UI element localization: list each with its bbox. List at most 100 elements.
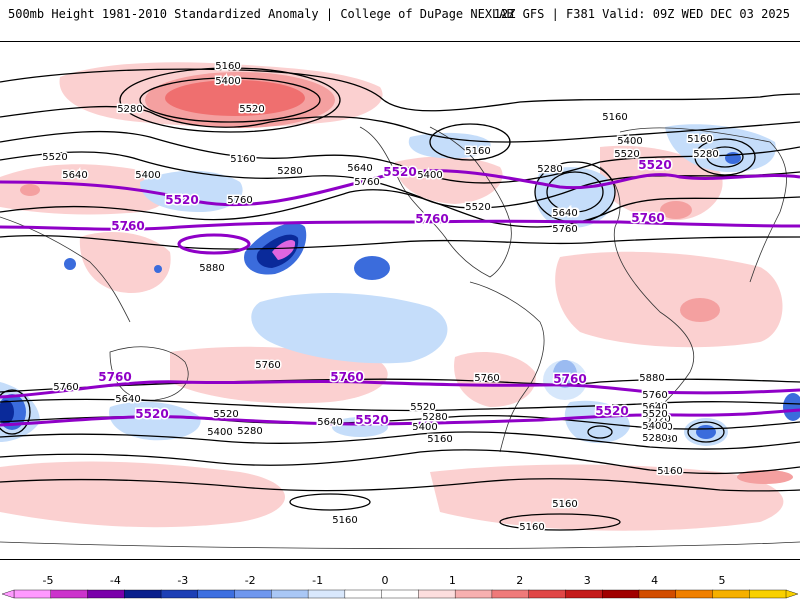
contour-label: 5160 [332, 515, 357, 526]
colorbar-segment [307, 589, 346, 599]
contour-5520-north [0, 151, 800, 209]
anomaly-neg3-southern-ocean-west [0, 400, 14, 424]
contour-label: 5400 [135, 170, 160, 181]
colorbar-segment [749, 589, 787, 599]
contour-5880-north [0, 235, 800, 250]
contour-label: 5520 [239, 104, 264, 115]
colorbar-segment [638, 589, 677, 599]
purple-contour-label: 5520 [165, 193, 198, 207]
colorbar-segment [50, 589, 89, 599]
anomaly-neg2-east-asia-small [154, 265, 162, 273]
contour-5160-north [0, 68, 800, 112]
contour-label: 5280 [422, 412, 447, 423]
contour-label: 5160 [465, 146, 490, 157]
purple-contour-label: 5520 [383, 165, 416, 179]
anomaly-neg1-siberia [665, 124, 776, 172]
colorbar-segment [418, 589, 456, 599]
contour-label: 5880 [199, 263, 224, 274]
purple-contour-5520-south [0, 408, 800, 427]
contour-label: 5880 [639, 372, 664, 383]
contour-label: 5160 [519, 522, 544, 533]
colorbar-segment [675, 589, 714, 599]
contour-label: 5400 [412, 422, 437, 433]
colorbar-segment [565, 589, 603, 599]
purple-contour-label: 5520 [638, 158, 671, 172]
contour-5400-low-north-atlantic [546, 171, 604, 213]
colorbar-segment [160, 589, 199, 599]
colorbar-svg: -5 -4 -3 -2 -1 0 1 2 3 4 5 [1, 574, 799, 599]
contour-5400-low-north-america [429, 123, 511, 161]
contour-label: 5760 [474, 373, 499, 384]
contour-label: 5760 [552, 224, 577, 235]
anomaly-pos1-west-siberia [0, 164, 170, 215]
contour-label: 5520 [465, 202, 490, 213]
contour-label: 5520 [410, 402, 435, 413]
colorbar-label: -3 [177, 574, 188, 587]
contour-label: 5280 [277, 166, 302, 177]
purple-contour-5880-north-pacific [177, 233, 251, 255]
colorbar-label: 0 [382, 574, 389, 587]
contour-5160-low-siberia [706, 146, 744, 168]
contour-label: 5520 [213, 409, 238, 420]
contour-label: 5160 [552, 499, 577, 510]
contour-5640-south [0, 398, 800, 412]
anomaly-pos1-europe [600, 145, 723, 221]
anomaly-pos2-europe [660, 201, 692, 219]
anomaly-neg2-southern-ocean-east [696, 425, 716, 439]
contour-5280-low-siberia [694, 138, 756, 176]
contour-5520-closed-southern-ocean [0, 389, 31, 435]
colorbar-segment [234, 589, 273, 599]
colorbar-label: -4 [110, 574, 121, 587]
anomaly-neg1-south-atlantic [543, 360, 587, 400]
colorbar-segment [528, 589, 567, 599]
colorbar-segment [454, 589, 493, 599]
colorbar-segment [271, 589, 309, 599]
colorbar-segment [712, 589, 750, 599]
purple-contour-5520-north [0, 169, 800, 207]
contour-label: 5160 [602, 112, 627, 123]
colorbar-label: 2 [516, 574, 523, 587]
contour-label: 5760 [642, 390, 667, 401]
contour-label: 5160 [657, 466, 682, 477]
purple-contour-5760-south [0, 379, 800, 399]
contour-label: 5880 [639, 374, 664, 385]
colorbar-label: -5 [43, 574, 54, 587]
contour-label: 5400 [207, 427, 232, 438]
colorbar-segment [491, 589, 530, 599]
anomaly-pos1-southern-ocean-east [430, 464, 784, 531]
anomaly-neg2-southern-ocean-east-edge [783, 393, 800, 421]
anomaly-pos2-africa [680, 298, 720, 322]
contour-5160-closed-south-pacific [289, 493, 371, 511]
contour-label: 5760 [642, 390, 667, 401]
contour-5400-north [0, 130, 800, 184]
purple-contour-label: 5760 [553, 372, 586, 386]
colorbar-segment [381, 589, 420, 599]
anomaly-neg2-siberia [725, 152, 741, 164]
contour-label: 5280 [642, 433, 667, 444]
map-panel: 5160 5400 5520 5280 5520 5160 5400 5640 5760 5280… [0, 41, 800, 560]
contour-5160-low-north-pacific [139, 77, 321, 123]
contour-label: 5760 [354, 177, 379, 188]
model-run-info: 12Z GFS | F381 Valid: 09Z WED DEC 03 202… [493, 7, 790, 21]
positive-anomaly-areas [0, 62, 793, 531]
contour-label: 5640 [317, 417, 342, 428]
colorbar-segment [87, 589, 125, 599]
contour-5640-north [0, 189, 800, 228]
purple-contours [0, 169, 800, 427]
contour-5280-low-north-pacific [119, 67, 341, 133]
coast-antarctica [0, 541, 800, 550]
colorbar-segment [197, 589, 236, 599]
anomaly-pos1-south-america [454, 352, 536, 407]
purple-contour-label: 5760 [111, 219, 144, 233]
anomaly-pos2-southern-ocean [737, 470, 793, 484]
contour-label: 5160 [687, 134, 712, 145]
contour-label: 5160 [427, 434, 452, 445]
colorbar-label: 1 [449, 574, 456, 587]
contour-5160-closed-south-atlantic [499, 513, 621, 531]
colorbar-label: 4 [651, 574, 658, 587]
purple-contour-label: 5760 [631, 211, 664, 225]
height-contours [0, 67, 800, 531]
anomaly-pos1-southern-ocean-west [0, 461, 285, 528]
